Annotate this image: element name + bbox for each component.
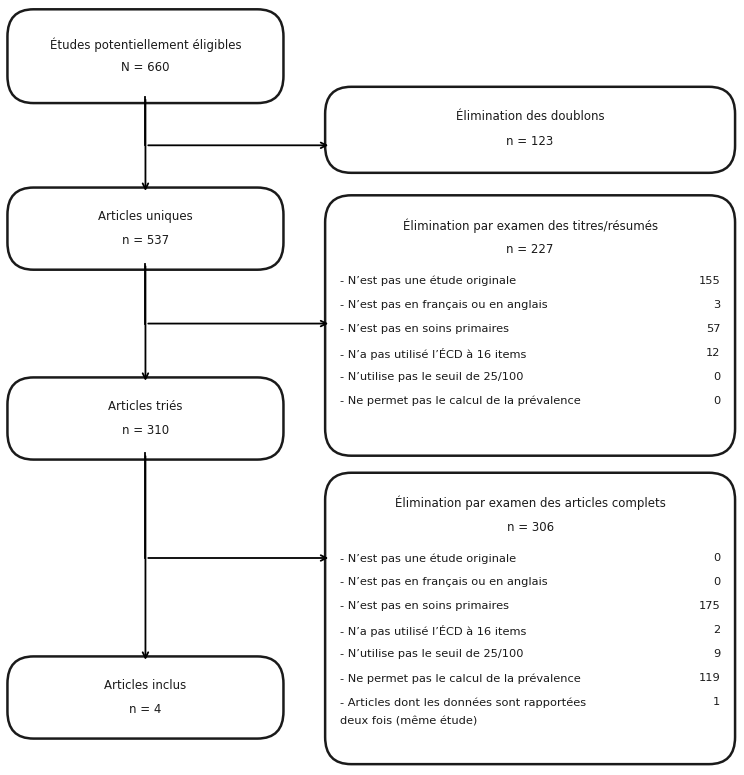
Text: 119: 119 <box>699 673 720 684</box>
Text: n = 227: n = 227 <box>507 243 554 257</box>
Text: - N’est pas en soins primaires: - N’est pas en soins primaires <box>340 324 509 334</box>
Text: Élimination des doublons: Élimination des doublons <box>456 110 604 123</box>
Text: - N’est pas une étude originale: - N’est pas une étude originale <box>340 553 516 563</box>
Text: - N’utilise pas le seuil de 25/100: - N’utilise pas le seuil de 25/100 <box>340 372 524 382</box>
Text: 2: 2 <box>713 625 720 636</box>
FancyBboxPatch shape <box>325 195 735 456</box>
Text: 3: 3 <box>713 300 720 310</box>
Text: - N’utilise pas le seuil de 25/100: - N’utilise pas le seuil de 25/100 <box>340 649 524 660</box>
Text: Articles triés: Articles triés <box>108 401 183 413</box>
Text: Articles inclus: Articles inclus <box>104 680 187 692</box>
Text: 12: 12 <box>706 348 720 358</box>
Text: 0: 0 <box>713 396 720 406</box>
Text: n = 306: n = 306 <box>507 521 554 534</box>
Text: 1: 1 <box>713 698 720 708</box>
Text: - Ne permet pas le calcul de la prévalence: - Ne permet pas le calcul de la prévalen… <box>340 396 581 406</box>
Text: - N’est pas en soins primaires: - N’est pas en soins primaires <box>340 601 509 611</box>
Text: 0: 0 <box>713 372 720 382</box>
Text: 9: 9 <box>713 649 720 660</box>
FancyBboxPatch shape <box>7 188 283 270</box>
Text: 175: 175 <box>699 601 720 611</box>
Text: n = 537: n = 537 <box>122 234 169 246</box>
Text: 155: 155 <box>699 276 720 286</box>
Text: - Articles dont les données sont rapportées: - Articles dont les données sont rapport… <box>340 698 586 708</box>
FancyBboxPatch shape <box>325 87 735 173</box>
Text: Élimination par examen des titres/résumés: Élimination par examen des titres/résumé… <box>403 219 658 233</box>
Text: deux fois (même étude): deux fois (même étude) <box>340 716 477 726</box>
Text: - N’est pas une étude originale: - N’est pas une étude originale <box>340 276 516 286</box>
Text: N = 660: N = 660 <box>121 61 170 74</box>
FancyBboxPatch shape <box>7 377 283 460</box>
Text: - N’a pas utilisé l’ÉCD à 16 items: - N’a pas utilisé l’ÉCD à 16 items <box>340 625 527 637</box>
Text: Élimination par examen des articles complets: Élimination par examen des articles comp… <box>394 496 666 511</box>
FancyBboxPatch shape <box>7 9 283 103</box>
Text: - N’est pas en français ou en anglais: - N’est pas en français ou en anglais <box>340 577 548 587</box>
Text: - Ne permet pas le calcul de la prévalence: - Ne permet pas le calcul de la prévalen… <box>340 673 581 684</box>
Text: n = 123: n = 123 <box>507 135 554 148</box>
FancyBboxPatch shape <box>7 656 283 739</box>
Text: Études potentiellement éligibles: Études potentiellement éligibles <box>50 37 241 52</box>
Text: 57: 57 <box>706 324 720 334</box>
Text: - N’a pas utilisé l’ÉCD à 16 items: - N’a pas utilisé l’ÉCD à 16 items <box>340 348 527 360</box>
FancyBboxPatch shape <box>325 473 735 764</box>
Text: n = 4: n = 4 <box>129 703 161 715</box>
Text: 0: 0 <box>713 553 720 563</box>
Text: - N’est pas en français ou en anglais: - N’est pas en français ou en anglais <box>340 300 548 310</box>
Text: 0: 0 <box>713 577 720 587</box>
Text: n = 310: n = 310 <box>122 424 169 436</box>
Text: Articles uniques: Articles uniques <box>98 211 193 223</box>
